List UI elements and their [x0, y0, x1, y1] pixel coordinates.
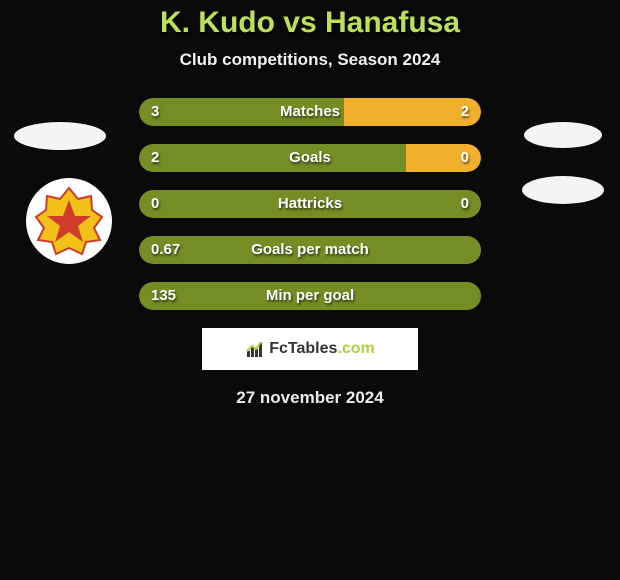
- club-crest-icon: [34, 186, 104, 256]
- stat-value-left: 135: [139, 282, 188, 310]
- stat-row: 32Matches: [139, 98, 481, 126]
- date-label: 27 november 2024: [0, 388, 620, 408]
- brand-suffix: .com: [337, 340, 374, 357]
- bar-left: [139, 190, 481, 218]
- brand-box[interactable]: FcTables.com: [202, 328, 418, 370]
- player-right-lozenge-2: [522, 176, 604, 204]
- brand-text: FcTables.com: [269, 340, 375, 358]
- brand-name: FcTables: [269, 340, 337, 357]
- player-right-lozenge-1: [524, 122, 602, 148]
- stat-row: 0.67Goals per match: [139, 236, 481, 264]
- stat-row: 135Min per goal: [139, 282, 481, 310]
- stat-value-right: 2: [449, 98, 481, 126]
- stat-value-right: 0: [449, 190, 481, 218]
- stat-value-left: 2: [139, 144, 171, 172]
- stat-row: 00Hattricks: [139, 190, 481, 218]
- stat-value-left: 0.67: [139, 236, 192, 264]
- bar-chart-icon: [245, 339, 265, 359]
- bar-left: [139, 282, 481, 310]
- stat-rows: 32Matches20Goals00Hattricks0.67Goals per…: [139, 98, 481, 310]
- page-title: K. Kudo vs Hanafusa: [0, 6, 620, 40]
- stat-value-left: 3: [139, 98, 171, 126]
- stat-row: 20Goals: [139, 144, 481, 172]
- bar-left: [139, 144, 406, 172]
- stat-value-right: 0: [449, 144, 481, 172]
- club-badge-left: [26, 178, 112, 264]
- player-left-lozenge: [14, 122, 106, 150]
- stat-value-left: 0: [139, 190, 171, 218]
- subtitle: Club competitions, Season 2024: [0, 50, 620, 70]
- comparison-card: K. Kudo vs Hanafusa Club competitions, S…: [0, 0, 620, 580]
